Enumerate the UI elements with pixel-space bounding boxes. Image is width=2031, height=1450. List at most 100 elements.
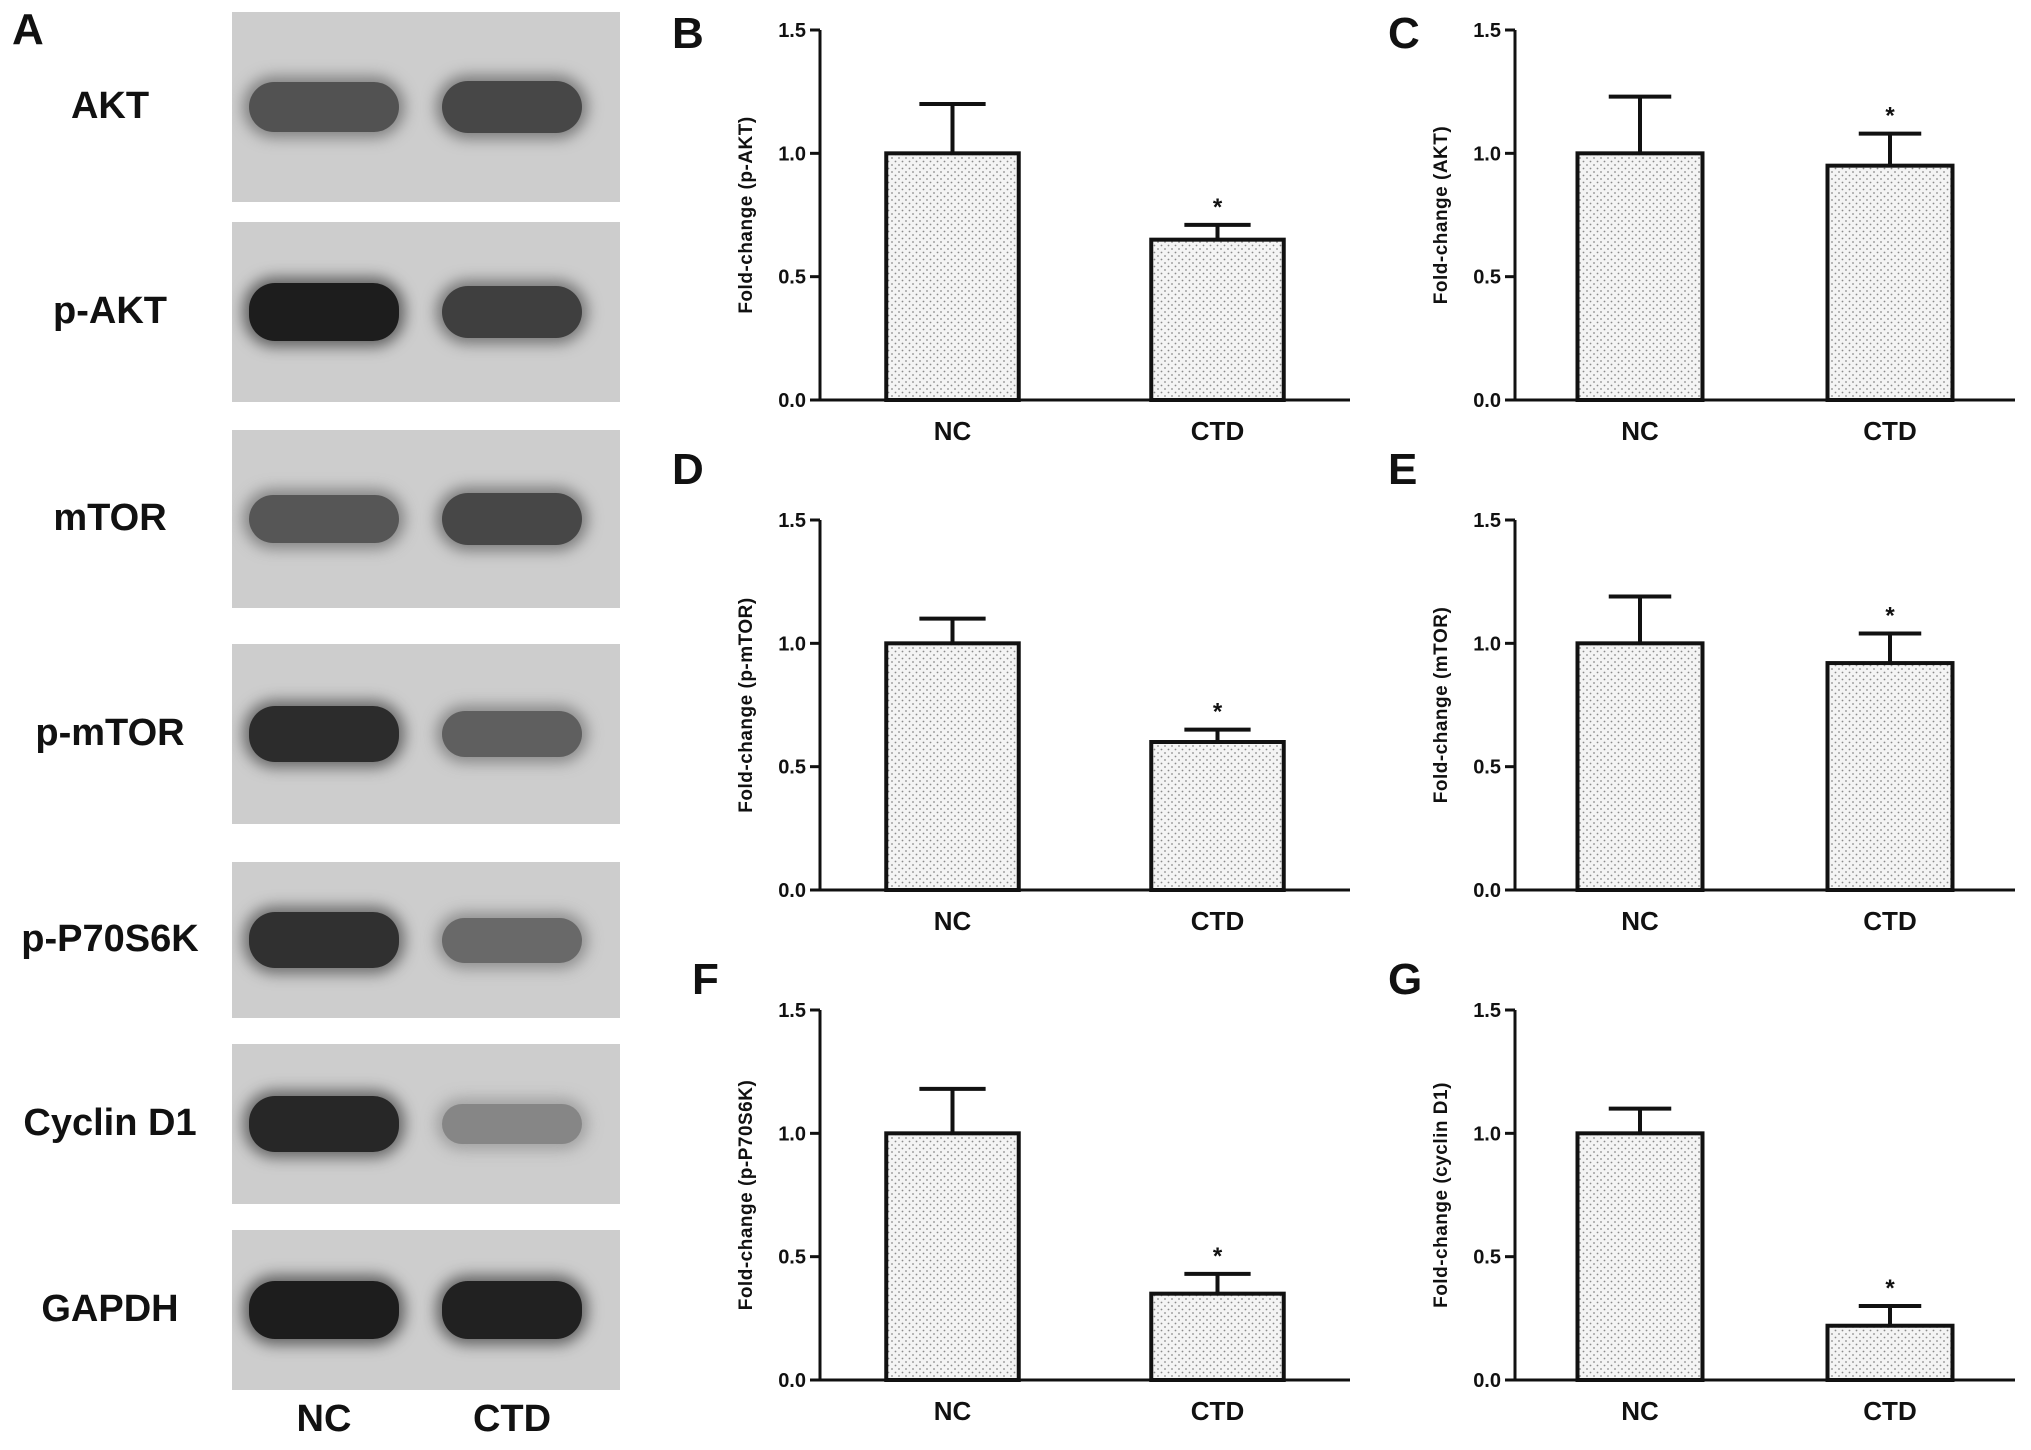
bar-nc: [884, 151, 1021, 403]
bar-chart-c: 0.0 0.5 1.0 1.5 Fold-change (AKT) NC * CTD: [1431, 20, 2015, 446]
y-axis-title: Fold-change (p-P70S6K): [736, 1080, 757, 1311]
y-tick-label: 1.5: [778, 510, 806, 532]
band-nc: [249, 1280, 399, 1340]
y-axis-title: Fold-change (mTOR): [1431, 607, 1452, 804]
panel-letter-f: F: [692, 955, 719, 1004]
bar-chart-d: 0.0 0.5 1.0 1.5 Fold-change (p-mTOR) NC * CTD: [736, 510, 1350, 936]
category-label: NC: [1621, 416, 1659, 446]
y-tick-label: 0.5: [778, 757, 806, 779]
category-label: CTD: [1863, 906, 1916, 936]
y-tick-label: 0.5: [1473, 1247, 1501, 1269]
blot-label: GAPDH: [41, 1288, 179, 1330]
panel-letter-a: A: [12, 5, 44, 54]
bar-ctd: [1149, 1291, 1286, 1382]
panel-letter-e: E: [1388, 445, 1418, 494]
band-ctd: [442, 493, 582, 545]
bar-ctd: [1825, 661, 1955, 892]
bar-chart-e: 0.0 0.5 1.0 1.5 Fold-change (mTOR) NC * CTD: [1431, 510, 2015, 936]
band-nc: [249, 1095, 399, 1153]
y-tick-label: 0.5: [1473, 267, 1501, 289]
blot-strip: [232, 1044, 620, 1204]
blot-strip: [232, 1230, 620, 1390]
y-tick-label: 1.5: [1473, 510, 1501, 532]
lane-label: NC: [296, 1398, 352, 1440]
y-tick-label: 1.5: [1473, 20, 1501, 42]
y-tick-label: 1.0: [778, 633, 806, 655]
band-ctd: [442, 285, 582, 339]
blot-strip: [232, 644, 620, 824]
category-label: NC: [934, 906, 972, 936]
y-axis-title: Fold-change (p-mTOR): [736, 597, 757, 812]
band-ctd: [442, 917, 582, 963]
category-label: CTD: [1191, 1396, 1244, 1426]
panel-letter-b: B: [672, 9, 704, 58]
significance-mark: *: [1885, 1275, 1895, 1302]
panel-letter-g: G: [1388, 955, 1423, 1004]
bar-chart-f: 0.0 0.5 1.0 1.5 Fold-change (p-P70S6K) NC * CTD: [736, 1000, 1350, 1426]
category-label: CTD: [1191, 906, 1244, 936]
y-tick-label: 0.0: [778, 390, 806, 412]
bar-chart-b: 0.0 0.5 1.0 1.5 Fold-change (p-AKT) NC * CTD: [736, 20, 1350, 446]
significance-mark: *: [1213, 194, 1223, 221]
y-tick-label: 0.0: [778, 1370, 806, 1392]
y-tick-label: 1.5: [1473, 1000, 1501, 1022]
y-axis-title: Fold-change (p-AKT): [736, 116, 757, 313]
lane-label: CTD: [472, 1398, 552, 1440]
y-tick-label: 0.0: [1473, 390, 1501, 412]
category-label: NC: [1621, 1396, 1659, 1426]
y-axis-title: Fold-change (AKT): [1431, 126, 1452, 304]
category-label: NC: [934, 416, 972, 446]
panel-letter-d: D: [672, 445, 704, 494]
category-label: CTD: [1191, 416, 1244, 446]
blot-label: p-mTOR: [35, 712, 185, 754]
band-ctd: [442, 1281, 582, 1339]
bar-nc: [1575, 1131, 1705, 1383]
y-tick-label: 0.5: [1473, 757, 1501, 779]
y-tick-label: 1.5: [778, 1000, 806, 1022]
bar-ctd: [1825, 163, 1955, 402]
significance-mark: *: [1213, 1243, 1223, 1270]
band-nc: [249, 494, 399, 544]
blot-label: p-AKT: [53, 290, 167, 332]
bar-nc: [1575, 641, 1705, 893]
band-nc: [249, 82, 399, 132]
y-tick-label: 0.5: [778, 1247, 806, 1269]
significance-mark: *: [1213, 699, 1223, 726]
bar-nc: [884, 1131, 1021, 1383]
category-label: CTD: [1863, 1396, 1916, 1426]
blot-strip: [232, 222, 620, 402]
y-tick-label: 1.0: [1473, 1123, 1501, 1145]
bar-ctd: [1825, 1323, 1955, 1383]
y-tick-label: 0.0: [1473, 880, 1501, 902]
bar-nc: [884, 641, 1021, 893]
y-tick-label: 1.5: [778, 20, 806, 42]
y-tick-label: 1.0: [778, 1123, 806, 1145]
significance-mark: *: [1885, 103, 1895, 130]
blot-label: p-P70S6K: [21, 918, 199, 960]
band-ctd: [442, 81, 582, 133]
category-label: CTD: [1863, 416, 1916, 446]
significance-mark: *: [1885, 602, 1895, 629]
band-ctd: [442, 710, 582, 758]
band-ctd: [442, 1104, 582, 1144]
y-tick-label: 1.0: [778, 143, 806, 165]
blot-strip: [232, 862, 620, 1018]
bar-ctd: [1149, 740, 1286, 892]
blot-strip: [232, 12, 620, 202]
blot-label: Cyclin D1: [23, 1102, 197, 1144]
y-axis-title: Fold-change (cyclin D1): [1431, 1082, 1452, 1308]
bar-nc: [1575, 151, 1705, 403]
bar-chart-g: 0.0 0.5 1.0 1.5 Fold-change (cyclin D1) NC * CT…: [1431, 1000, 2015, 1426]
band-nc: [249, 706, 399, 762]
blot-label: mTOR: [53, 497, 167, 539]
blot-strip: [232, 430, 620, 608]
band-nc: [249, 282, 399, 342]
y-tick-label: 1.0: [1473, 143, 1501, 165]
bar-ctd: [1149, 237, 1286, 402]
panel-letter-c: C: [1388, 9, 1420, 58]
category-label: NC: [1621, 906, 1659, 936]
blot-label: AKT: [70, 85, 150, 127]
category-label: NC: [934, 1396, 972, 1426]
y-tick-label: 1.0: [1473, 633, 1501, 655]
